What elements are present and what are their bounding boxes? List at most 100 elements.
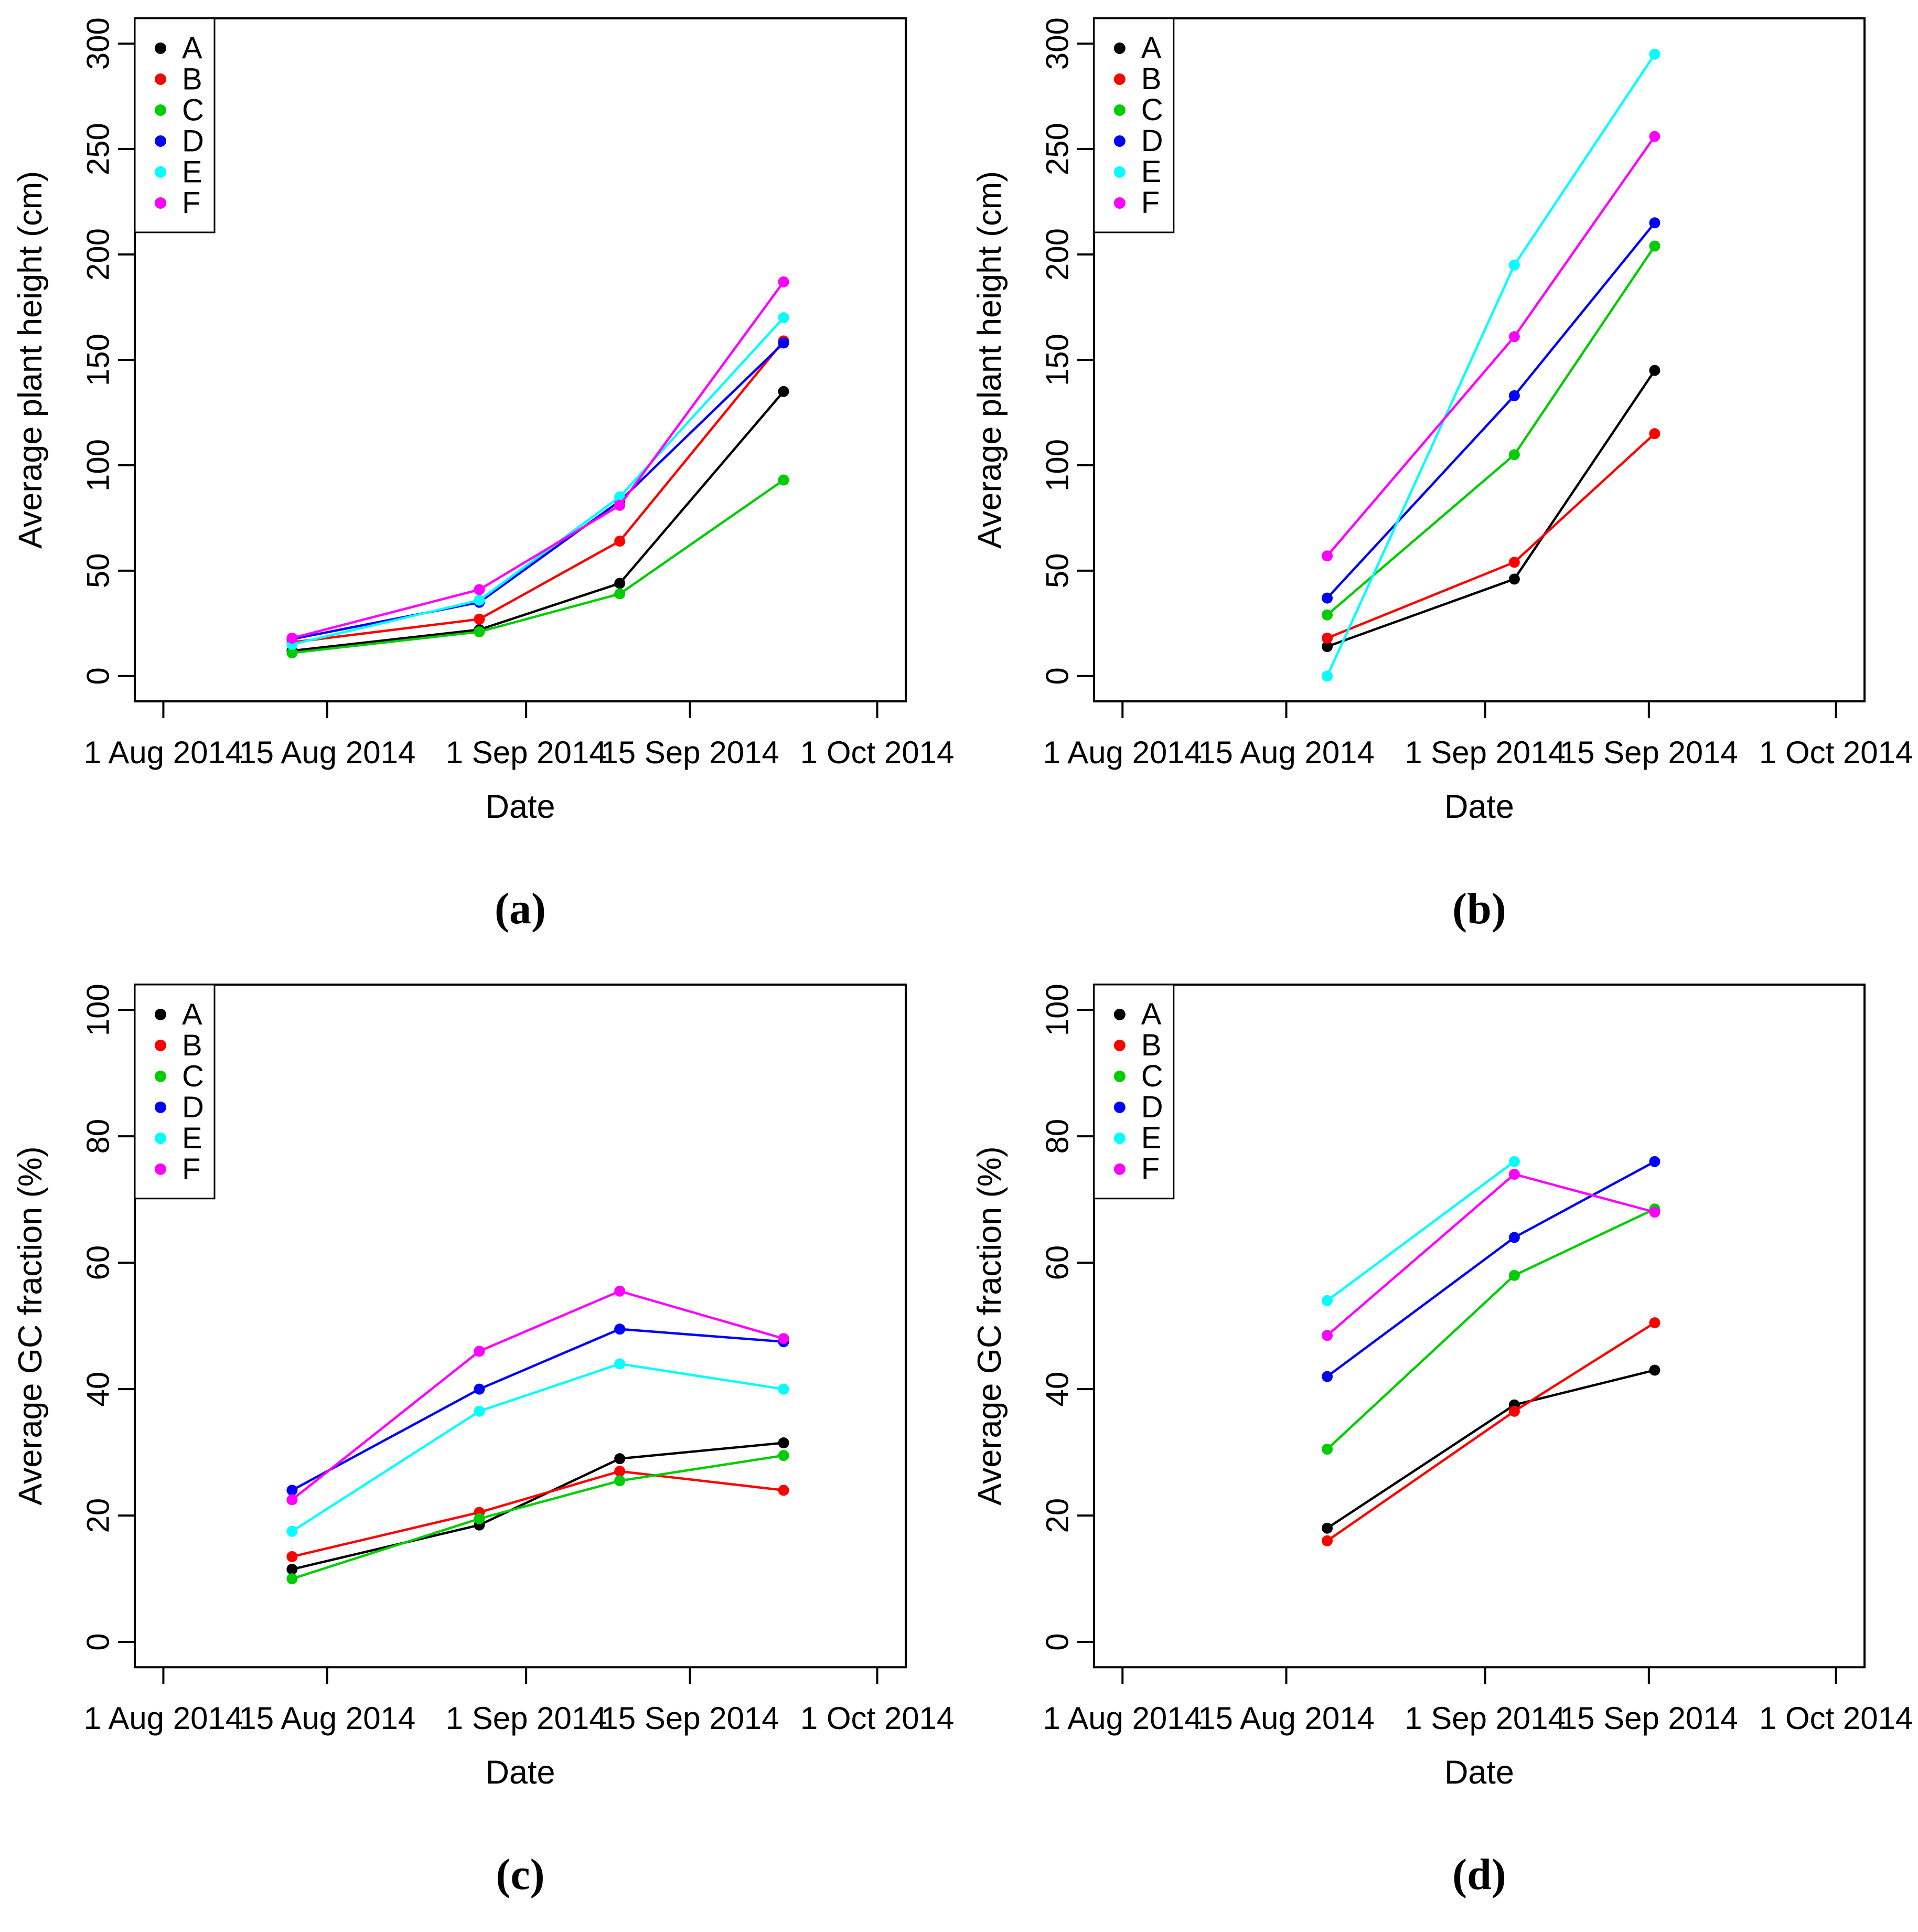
x-tick-label: 15 Sep 2014 [601,1701,779,1736]
y-tick-label: 40 [80,1372,115,1407]
legend-label-F: F [1141,186,1160,220]
legend-marker-A [155,42,166,54]
legend-label-C: C [1141,93,1163,127]
legend-label-D: D [182,124,204,158]
legend-marker-E [1113,1132,1126,1144]
legend-marker-F [155,197,166,209]
data-point-B [1649,1317,1660,1329]
series-line-A [1326,369,1656,648]
data-point-C [474,626,485,637]
legend-label-A: A [182,31,202,66]
y-tick-label: 80 [80,1119,115,1154]
y-axis-title: Average GC fraction (%) [971,1146,1008,1506]
data-point-C [1508,449,1520,461]
data-point-F [1322,550,1333,562]
data-point-E [474,1405,485,1417]
y-tick-label: 300 [81,17,116,70]
legend-marker-C [155,1070,166,1082]
series-line-D [1326,221,1656,600]
data-point-F [614,1285,626,1297]
data-point-B [1508,1405,1520,1417]
x-tick-label: 15 Sep 2014 [1560,735,1738,770]
legend-label-C: C [182,1060,204,1093]
x-tick-label: 1 Sep 2014 [1405,735,1566,770]
legend-label-F: F [182,186,200,220]
legend-label-A: A [1141,998,1162,1031]
data-point-D [1508,390,1520,401]
data-point-E [1508,259,1520,271]
data-point-A [1322,641,1333,653]
data-point-A [1649,1364,1660,1376]
panel-caption: (a) [495,884,546,933]
data-point-C [1649,240,1660,252]
legend-marker-A [1113,42,1126,54]
data-point-D [286,1485,298,1496]
data-point-F [614,499,626,511]
x-tick-label: 15 Sep 2014 [1560,1701,1738,1736]
data-point-B [286,1551,298,1562]
plot-border [1092,983,1866,1669]
series-line-B [1326,432,1656,639]
panel-caption: (c) [496,1850,544,1899]
data-point-F [474,584,485,595]
series-line-C [1326,244,1656,616]
data-point-E [1322,670,1333,682]
data-point-D [1322,1371,1333,1382]
data-point-C [474,1513,485,1524]
legend-marker-F [1113,1163,1126,1175]
y-tick-label: 0 [81,667,116,685]
legend-label-D: D [182,1091,204,1124]
x-tick-label: 1 Sep 2014 [1405,1701,1566,1736]
x-tick-label: 15 Aug 2014 [239,1701,415,1736]
data-point-F [286,1494,298,1506]
data-point-E [1508,1156,1520,1167]
x-tick-label: 1 Oct 2014 [1759,1701,1913,1736]
y-tick-label: 250 [81,123,116,175]
legend-marker-B [155,73,166,85]
legend-label-D: D [1141,124,1163,158]
legend-marker-E [155,1132,166,1144]
y-axis-title: Average GC fraction (%) [12,1146,49,1506]
legend-label-E: E [182,1122,202,1155]
data-point-F [778,1333,789,1344]
x-tick-label: 1 Oct 2014 [1759,735,1913,770]
series-line-C [291,478,785,654]
data-point-B [778,1485,789,1496]
data-point-F [1508,331,1520,343]
legend-label-E: E [1141,1122,1162,1155]
x-tick-label: 1 Aug 2014 [84,735,243,770]
legend-label-A: A [1141,31,1162,65]
x-tick-label: 1 Aug 2014 [1043,735,1202,770]
panel-caption: (d) [1452,1850,1506,1899]
data-point-E [614,1358,626,1370]
series-line-F [291,281,785,639]
data-point-B [1649,428,1660,440]
x-tick-label: 1 Oct 2014 [800,1701,954,1736]
panel-b: 1 Aug 2014 15 Aug 2014 1 Sep 2014 15 Sep 20… [959,0,1918,966]
y-tick-label: 100 [80,984,115,1036]
series-line-A [291,1442,785,1571]
y-tick-label: 150 [1040,334,1075,386]
y-tick-label: 0 [80,1633,115,1650]
legend-label-B: B [1141,62,1162,96]
legend-marker-D [1113,1101,1126,1113]
data-point-F [778,276,789,287]
series-line-B [291,339,785,644]
legend-label-B: B [182,62,202,97]
data-point-A [614,1453,626,1465]
legend-label-D: D [1141,1091,1163,1124]
legend-box [1093,984,1175,1200]
x-tick-label: 1 Aug 2014 [84,1701,243,1736]
legend-marker-F [1113,197,1126,209]
y-tick-label: 50 [1040,553,1075,588]
data-point-B [614,536,626,547]
data-point-C [778,1450,789,1461]
y-axis-title: Average plant height (cm) [12,171,49,549]
data-point-B [474,613,485,625]
data-point-E [778,1383,789,1395]
y-tick-label: 200 [81,228,116,281]
data-point-C [614,1475,626,1487]
